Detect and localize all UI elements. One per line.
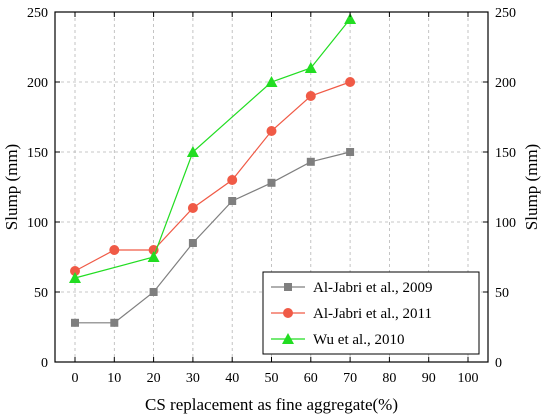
y-tick-label-right: 100 xyxy=(495,216,516,231)
legend-label: Al-Jabri et al., 2009 xyxy=(313,280,433,296)
legend-label: Wu et al., 2010 xyxy=(313,332,404,348)
x-tick-label: 60 xyxy=(304,371,318,386)
data-point xyxy=(148,245,159,255)
data-point xyxy=(147,251,160,262)
x-tick-label: 90 xyxy=(422,371,436,386)
data-point xyxy=(265,76,278,87)
series-line xyxy=(74,18,351,279)
series-1 xyxy=(71,148,355,327)
data-point xyxy=(306,157,315,166)
y-axis-title-left: Slump (mm) xyxy=(2,144,21,230)
data-point xyxy=(188,239,197,247)
data-point xyxy=(69,272,81,283)
data-point xyxy=(267,178,276,187)
legend-label: Al-Jabri et al., 2011 xyxy=(313,306,432,322)
data-point xyxy=(186,146,199,157)
data-point xyxy=(149,288,158,296)
data-point xyxy=(110,318,119,327)
y-tick-label-left: 250 xyxy=(27,6,48,21)
data-point xyxy=(344,13,357,24)
y-tick-label-left: 200 xyxy=(27,76,48,91)
x-tick-label: 30 xyxy=(186,371,200,386)
x-tick-label: 40 xyxy=(225,371,239,386)
data-point xyxy=(71,318,79,327)
data-point xyxy=(305,91,316,101)
x-tick-label: 20 xyxy=(147,371,161,386)
data-point xyxy=(346,148,355,156)
series-layer xyxy=(69,13,357,327)
data-point xyxy=(345,77,356,87)
gridlines xyxy=(55,12,488,362)
data-point xyxy=(228,197,237,205)
legend-marker xyxy=(283,308,293,318)
x-tick-label: 100 xyxy=(458,371,479,386)
y-tick-label-right: 150 xyxy=(495,146,516,161)
data-point xyxy=(70,266,80,276)
data-point xyxy=(227,175,238,185)
y-tick-label-left: 0 xyxy=(41,356,48,371)
x-tick-label: 50 xyxy=(265,371,279,386)
y-tick-label-left: 100 xyxy=(27,216,48,231)
x-tick-label: 10 xyxy=(107,371,121,386)
data-point xyxy=(266,126,277,136)
axes: 0 0 50 50 100 100 150 150 200 200 250 250 0 10 20 30 40 5… xyxy=(27,6,516,386)
x-tick-label: 70 xyxy=(343,371,357,386)
series-line xyxy=(74,81,351,272)
legend: Al-Jabri et al., 2009 Al-Jabri et al., 20… xyxy=(262,271,480,355)
y-tick-label-left: 150 xyxy=(27,146,48,161)
series-3 xyxy=(69,13,357,283)
data-point xyxy=(304,62,317,73)
data-point xyxy=(109,245,120,255)
series-2 xyxy=(70,77,356,276)
y-tick-label-right: 0 xyxy=(495,356,502,371)
x-axis-title: CS replacement as fine aggregate(%) xyxy=(145,395,398,414)
data-point xyxy=(187,203,198,213)
y-tick-label-left: 50 xyxy=(34,286,48,301)
y-tick-label-right: 250 xyxy=(495,6,516,21)
y-tick-label-right: 200 xyxy=(495,76,516,91)
legend-marker xyxy=(282,333,294,344)
x-tick-label: 0 xyxy=(72,371,79,386)
series-line xyxy=(75,151,351,324)
x-tick-label: 80 xyxy=(382,371,396,386)
y-axis-title-right: Slump (mm) xyxy=(522,144,541,230)
y-tick-label-right: 50 xyxy=(495,286,509,301)
legend-marker xyxy=(284,283,292,291)
